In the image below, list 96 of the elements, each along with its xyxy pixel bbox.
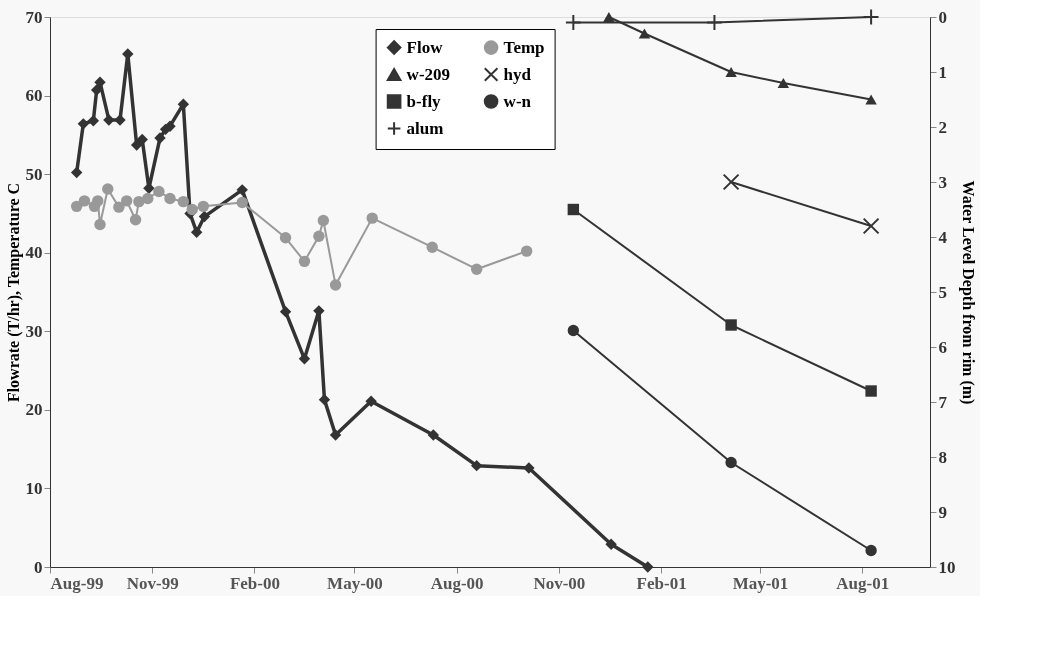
x-tick-label: Nov-99 bbox=[126, 573, 179, 593]
point bbox=[120, 195, 133, 207]
point bbox=[567, 203, 580, 216]
y2-tick-label: 0 bbox=[938, 7, 947, 27]
point bbox=[523, 462, 535, 474]
point bbox=[103, 114, 115, 126]
point bbox=[520, 245, 533, 257]
y2-tick-label: 4 bbox=[938, 227, 948, 247]
x-tick-label: Nov-00 bbox=[533, 573, 586, 593]
point bbox=[603, 12, 615, 22]
point bbox=[142, 192, 154, 205]
point bbox=[133, 195, 145, 208]
y2-tick-label: 8 bbox=[938, 447, 947, 467]
point bbox=[470, 459, 483, 472]
point bbox=[638, 28, 651, 39]
point bbox=[190, 226, 203, 238]
y2-tick-label: 3 bbox=[938, 172, 947, 192]
y-axis-title: Flowrate (T/hr), Temperature C bbox=[4, 182, 23, 403]
legend-label: w-209 bbox=[406, 64, 451, 84]
point bbox=[236, 184, 248, 196]
y2-tick-label: 5 bbox=[938, 282, 947, 302]
point bbox=[862, 217, 880, 235]
point bbox=[725, 456, 737, 469]
y2-tick-label: 1 bbox=[938, 62, 947, 82]
point bbox=[865, 385, 877, 397]
point bbox=[177, 98, 190, 110]
point bbox=[154, 132, 166, 144]
point bbox=[153, 185, 165, 198]
point bbox=[77, 118, 90, 130]
legend-label: alum bbox=[406, 118, 444, 138]
x-tick-label: Feb-01 bbox=[636, 573, 687, 593]
point bbox=[70, 166, 83, 179]
legend-label: hyd bbox=[503, 64, 532, 84]
legend-label: b-fly bbox=[406, 91, 442, 111]
x-tick-label: Aug-99 bbox=[50, 573, 104, 593]
point bbox=[725, 319, 737, 331]
x-tick-label: Feb-00 bbox=[229, 573, 280, 593]
point bbox=[92, 195, 104, 207]
point bbox=[198, 210, 211, 223]
x-tick-label: Aug-00 bbox=[430, 573, 484, 593]
y-tick-label: 70 bbox=[25, 7, 43, 27]
point bbox=[279, 305, 292, 318]
point bbox=[567, 324, 580, 337]
y-tick-label: 10 bbox=[25, 478, 43, 498]
x-tick-label: May-00 bbox=[327, 573, 383, 593]
legend-label: Temp bbox=[503, 37, 545, 57]
point bbox=[298, 255, 311, 268]
point bbox=[102, 183, 114, 195]
point bbox=[777, 78, 790, 88]
y-tick-label: 60 bbox=[25, 86, 43, 106]
point bbox=[78, 195, 91, 207]
point bbox=[642, 561, 654, 573]
legend-label: Flow bbox=[406, 37, 444, 57]
y-tick-label: 20 bbox=[25, 400, 43, 420]
y2-tick-label: 6 bbox=[938, 337, 947, 357]
y2-tick-label: 2 bbox=[938, 117, 947, 137]
point bbox=[865, 544, 877, 557]
point bbox=[114, 114, 126, 126]
y-tick-label: 50 bbox=[25, 164, 43, 184]
y-tick-label: 30 bbox=[25, 321, 43, 341]
point bbox=[177, 195, 190, 208]
point bbox=[279, 232, 292, 244]
point bbox=[313, 230, 325, 242]
legend-label: w-n bbox=[503, 91, 532, 111]
point bbox=[298, 353, 311, 365]
point bbox=[605, 538, 617, 550]
x-tick-label: Aug-01 bbox=[836, 573, 890, 593]
point bbox=[426, 241, 438, 253]
point bbox=[113, 201, 125, 213]
y-tick-label: 40 bbox=[25, 243, 43, 263]
point bbox=[366, 212, 378, 224]
point bbox=[329, 429, 342, 441]
y2-axis-title: Water Level Depth from rim (m) bbox=[958, 180, 977, 405]
point bbox=[94, 218, 106, 231]
point bbox=[236, 196, 248, 209]
point bbox=[186, 203, 198, 216]
y2-tick-label: 10 bbox=[938, 557, 956, 577]
point bbox=[470, 263, 483, 275]
point bbox=[865, 94, 877, 105]
point bbox=[87, 115, 100, 127]
point bbox=[317, 214, 330, 227]
y2-tick-label: 9 bbox=[938, 502, 947, 522]
point bbox=[70, 200, 83, 213]
point bbox=[197, 200, 210, 213]
point bbox=[722, 173, 740, 191]
point bbox=[706, 14, 723, 31]
point bbox=[564, 14, 582, 31]
y-tick-label: 0 bbox=[34, 557, 43, 577]
point bbox=[427, 429, 440, 441]
point bbox=[725, 67, 737, 77]
point bbox=[329, 279, 342, 291]
point bbox=[164, 192, 176, 205]
x-tick-label: May-01 bbox=[732, 573, 789, 593]
point bbox=[129, 214, 142, 226]
point bbox=[365, 395, 377, 407]
y2-tick-label: 7 bbox=[938, 392, 948, 412]
